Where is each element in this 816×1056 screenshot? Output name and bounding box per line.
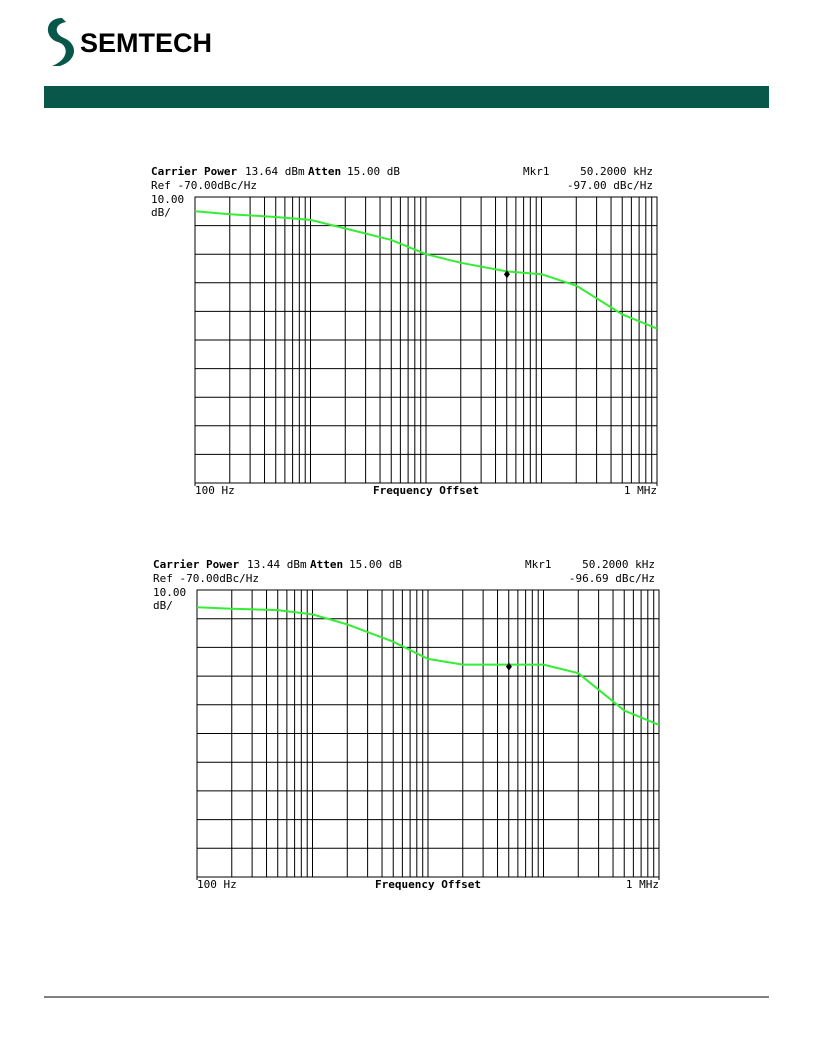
logo-mark [47, 18, 75, 66]
carrier-power: 13.44 dBm [247, 558, 307, 571]
plot-frame [194, 196, 658, 484]
trace [194, 210, 658, 330]
x-tick-label: 100 Hz [195, 484, 235, 497]
logo-text: SEMTECH [80, 28, 212, 58]
atten-label: Atten [310, 558, 343, 571]
marker-y-label: -96.69 dBc/Hz [569, 572, 655, 585]
scale-unit: dB/ [151, 206, 171, 219]
atten: 15.00 dB [347, 165, 400, 178]
atten-label: Atten [308, 165, 341, 178]
atten: 15.00 dB [349, 558, 402, 571]
marker-x-label: 50.2000 kHz [580, 165, 653, 178]
x-tick-label: 1 MHz [624, 484, 657, 497]
marker-name: Mkr1 [525, 558, 552, 571]
marker-x-label: 50.2000 kHz [582, 558, 655, 571]
scale: 10.00 [153, 586, 186, 599]
ref-label: Ref -70.00dBc/Hz [153, 572, 259, 585]
marker-name: Mkr1 [523, 165, 550, 178]
ref-label: Ref -70.00dBc/Hz [151, 179, 257, 192]
x-tick-label: 100 Hz [197, 878, 237, 891]
scale-unit: dB/ [153, 599, 173, 612]
logo: SEMTECH [47, 18, 212, 66]
scale: 10.00 [151, 193, 184, 206]
carrier-power-label: Carrier Power [151, 165, 237, 178]
x-axis-label: Frequency Offset [375, 878, 481, 891]
plot-frame [196, 589, 660, 878]
carrier-power: 13.64 dBm [245, 165, 305, 178]
trace [196, 606, 660, 726]
x-tick-label: 1 MHz [626, 878, 659, 891]
marker [505, 662, 512, 671]
marker [503, 270, 510, 279]
carrier-power-label: Carrier Power [153, 558, 239, 571]
marker-y-label: -97.00 dBc/Hz [567, 179, 653, 192]
x-axis-label: Frequency Offset [373, 484, 479, 497]
header-bar [44, 86, 769, 108]
